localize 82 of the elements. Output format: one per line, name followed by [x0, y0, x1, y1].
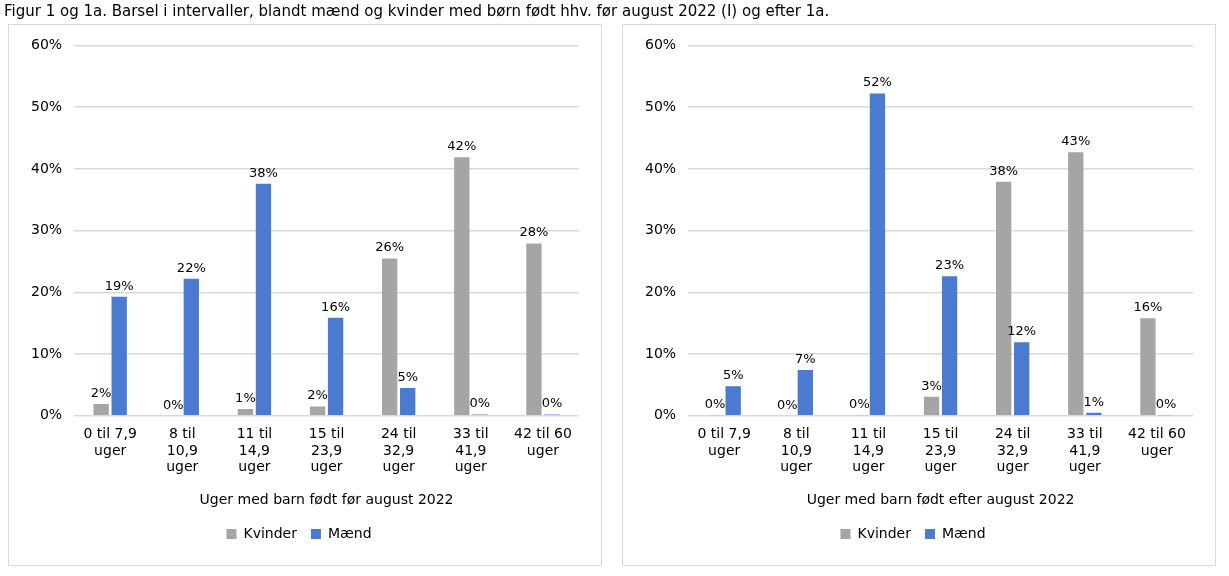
data-label: 22%: [176, 259, 206, 275]
y-tick-label: 60%: [30, 36, 63, 53]
data-label: 5%: [722, 367, 744, 383]
x-tick-label: 8 til 10,9 uger: [780, 424, 813, 475]
data-label: 0%: [469, 395, 491, 411]
data-label: 0%: [776, 396, 798, 412]
data-label: 2%: [90, 384, 112, 400]
legend-label: Kvinder: [857, 524, 912, 541]
x-axis-title: Uger med barn født før august 2022: [199, 491, 454, 508]
y-tick-label: 0%: [653, 406, 677, 423]
chart-title: Figur 1 og 1a. Barsel i intervaller, blandt mænd og kvinder med børn født hhv. før august 2022 (I) og efter 1a.: [3, 1, 831, 22]
y-tick-label: 60%: [644, 36, 677, 53]
y-tick-label: 30%: [30, 221, 63, 238]
bar: [725, 386, 741, 416]
bar: [327, 317, 344, 416]
legend-label: Mænd: [327, 524, 372, 541]
data-label: 12%: [1007, 323, 1037, 339]
x-tick-label: 15 til 23,9 uger: [308, 424, 345, 475]
data-label: 5%: [397, 368, 419, 384]
bar: [941, 276, 958, 416]
bar: [183, 278, 199, 416]
legend-label: Mænd: [941, 524, 986, 541]
data-label: 28%: [519, 224, 549, 240]
y-tick-label: 20%: [30, 282, 63, 299]
data-label: 23%: [935, 257, 965, 273]
y-tick-label: 10%: [644, 344, 677, 361]
y-tick-label: 20%: [644, 282, 677, 299]
bar: [1068, 152, 1084, 416]
bar: [923, 396, 940, 416]
data-label: 0%: [1155, 396, 1177, 412]
data-label: 3%: [921, 377, 942, 393]
data-label: 2%: [307, 387, 328, 403]
bar: [237, 409, 254, 416]
bar: [255, 183, 272, 416]
bar: [93, 404, 109, 416]
y-tick-label: 40%: [644, 159, 677, 176]
bar: [1140, 318, 1156, 416]
data-label: 16%: [321, 298, 351, 314]
data-label: 7%: [795, 350, 816, 366]
x-tick-label: 11 til 14,9 uger: [236, 424, 273, 475]
bar: [454, 157, 470, 416]
x-tick-label: 24 til 32,9 uger: [994, 424, 1031, 475]
x-tick-label: 42 til 60 uger: [1128, 424, 1186, 458]
data-label: 52%: [863, 74, 892, 90]
legend-label: Kvinder: [243, 524, 298, 541]
data-label: 42%: [447, 138, 477, 154]
x-tick-label: 0 til 7,9 uger: [697, 424, 751, 458]
data-label: 0%: [704, 396, 726, 412]
x-tick-label: 8 til 10,9 uger: [166, 424, 199, 475]
bar: [797, 370, 813, 416]
data-label: 38%: [249, 164, 278, 180]
bar: [111, 296, 127, 416]
x-axis-title: Uger med barn født efter august 2022: [806, 491, 1075, 508]
y-tick-label: 10%: [30, 344, 63, 361]
data-label: 0%: [849, 396, 870, 412]
data-label: 38%: [989, 162, 1019, 178]
bar: [382, 258, 398, 416]
x-tick-label: 33 til 41,9 uger: [1067, 424, 1103, 475]
bar: [400, 388, 416, 416]
data-label: 16%: [1133, 299, 1163, 315]
y-tick-label: 50%: [644, 97, 677, 114]
x-tick-label: 11 til 14,9 uger: [850, 424, 887, 475]
bar: [1014, 342, 1030, 416]
data-label: 0%: [541, 395, 563, 411]
data-label: 1%: [1083, 393, 1105, 409]
x-tick-label: 0 til 7,9 uger: [83, 424, 137, 458]
data-label: 43%: [1061, 133, 1091, 149]
x-tick-label: 15 til 23,9 uger: [922, 424, 959, 475]
y-tick-label: 30%: [644, 221, 677, 238]
data-label: 1%: [235, 389, 256, 405]
x-tick-label: 33 til 41,9 uger: [453, 424, 489, 475]
bar: [526, 243, 542, 416]
bar: [869, 93, 886, 416]
x-tick-label: 24 til 32,9 uger: [380, 424, 417, 475]
data-label: 0%: [162, 396, 184, 412]
y-tick-label: 0%: [39, 406, 63, 423]
bar: [309, 406, 326, 416]
data-label: 19%: [104, 277, 134, 293]
x-tick-label: 42 til 60 uger: [514, 424, 572, 458]
y-tick-label: 40%: [30, 159, 63, 176]
data-label: 26%: [375, 239, 405, 255]
y-tick-label: 50%: [30, 97, 63, 114]
